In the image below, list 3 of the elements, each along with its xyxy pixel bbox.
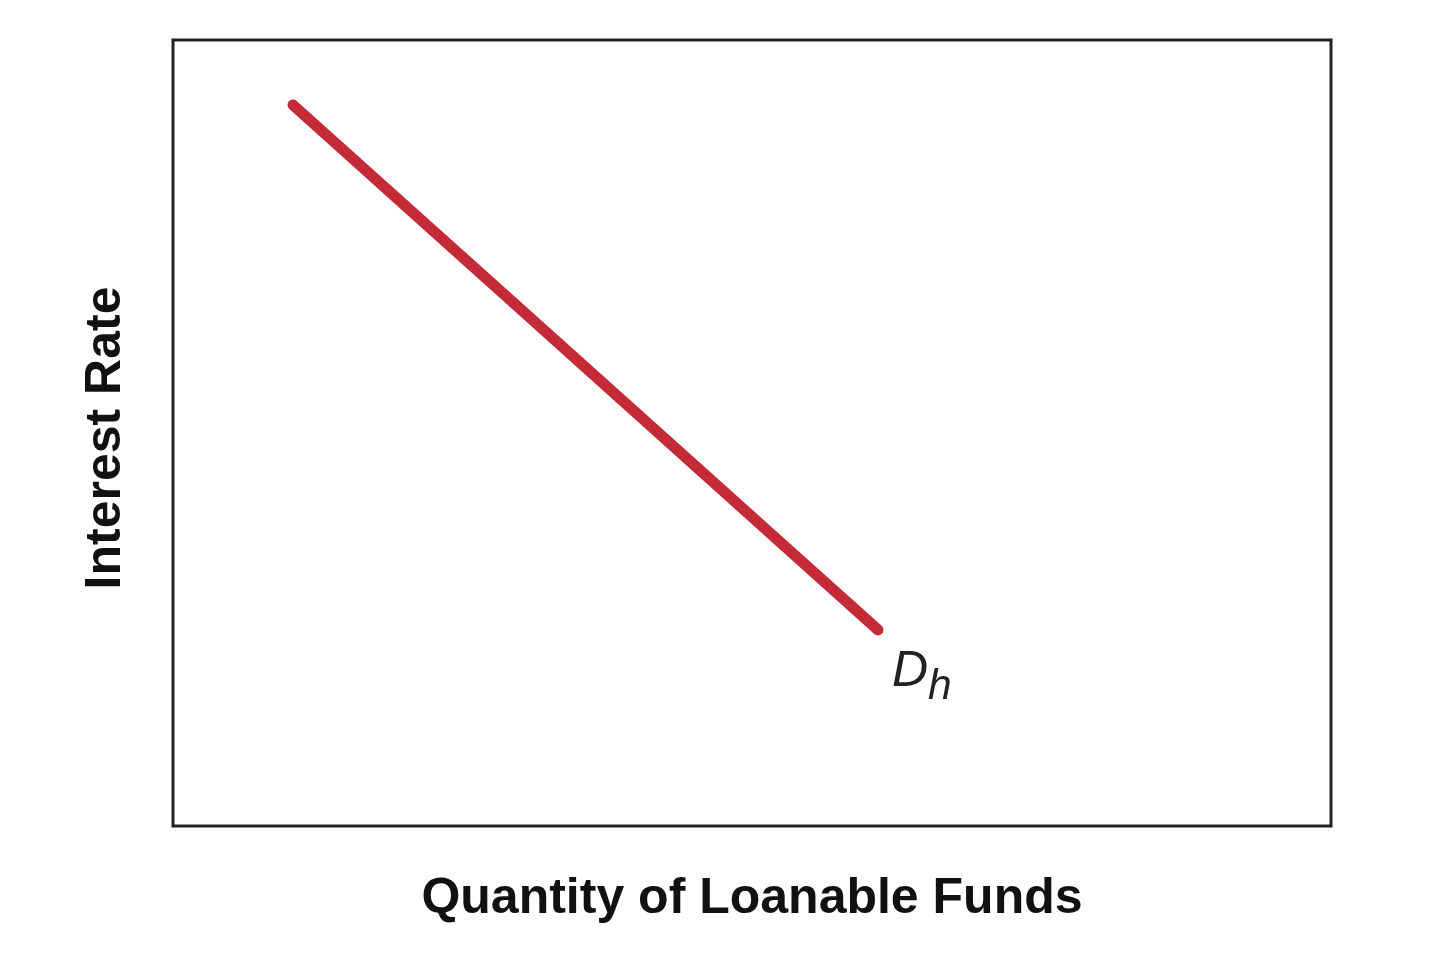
series-label: D$_{h}$	[892, 640, 952, 708]
x-axis-title: Quantity of Loanable Funds	[421, 868, 1083, 924]
y-axis-title: Interest Rate	[75, 286, 131, 590]
